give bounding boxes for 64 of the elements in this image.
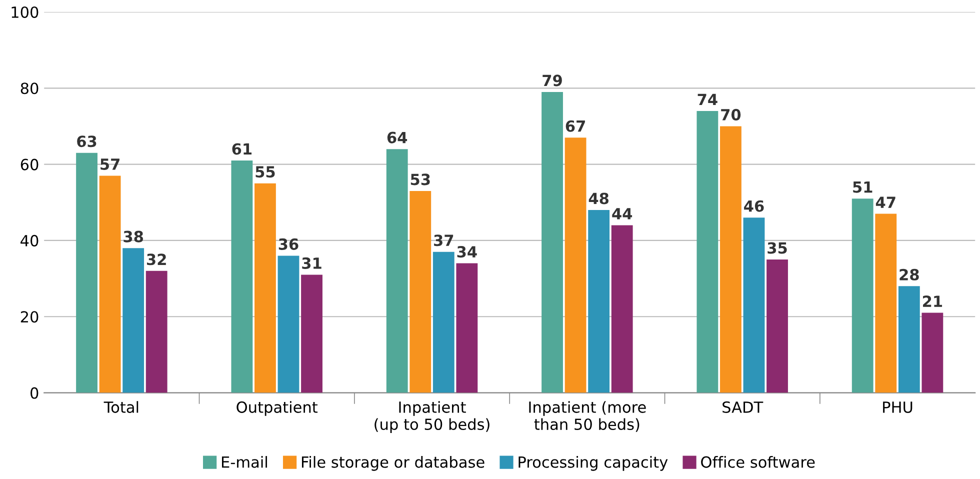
bar — [386, 149, 408, 393]
y-tick-label: 60 — [20, 158, 38, 170]
bar — [564, 138, 586, 393]
bar — [410, 190, 432, 393]
data-label: 32 — [146, 254, 166, 266]
data-label: 44 — [612, 208, 632, 220]
bar — [231, 160, 253, 393]
x-tick-label: SADT — [722, 401, 764, 413]
legend-label: Processing capacity — [518, 456, 668, 471]
x-tick-label: PHU — [883, 402, 912, 413]
data-label: 48 — [588, 192, 609, 204]
bar — [542, 92, 563, 393]
data-label: 57 — [100, 158, 120, 170]
data-label: 28 — [900, 268, 919, 280]
data-label: 34 — [457, 246, 477, 258]
y-tick-label: 20 — [20, 311, 38, 323]
bar — [278, 256, 300, 393]
bar — [720, 126, 742, 393]
bar — [76, 152, 98, 393]
data-label: 53 — [410, 174, 430, 186]
data-label: 67 — [566, 120, 585, 132]
data-label: 31 — [302, 257, 322, 269]
bar — [696, 110, 718, 393]
bar — [875, 214, 897, 393]
data-label: 70 — [721, 108, 741, 120]
bar — [852, 198, 874, 393]
data-label: 61 — [232, 143, 252, 155]
bar — [766, 260, 788, 393]
data-label: 47 — [876, 196, 896, 208]
y-tick-label: 80 — [20, 82, 38, 94]
x-tick-label: Total — [104, 401, 138, 413]
y-tick-label: 100 — [12, 6, 38, 18]
data-label: 38 — [124, 230, 144, 242]
data-label: 64 — [387, 132, 408, 144]
data-label: 63 — [77, 136, 96, 148]
bar — [122, 248, 144, 393]
bar — [301, 274, 322, 393]
data-label: 36 — [278, 238, 298, 250]
bar — [743, 218, 765, 393]
data-label: 37 — [434, 234, 454, 246]
bar — [898, 286, 920, 393]
legend-label: File storage or database — [302, 456, 484, 471]
data-label: 74 — [698, 94, 718, 106]
legend-label: Office software — [701, 456, 815, 468]
x-tick-label: Inpatient (more than 50 beds) — [529, 401, 646, 432]
bar — [254, 183, 276, 393]
data-label: 35 — [768, 242, 787, 254]
data-label: 79 — [542, 74, 562, 86]
bar — [611, 225, 633, 393]
bar — [432, 252, 454, 393]
data-label: 46 — [744, 200, 764, 212]
data-label: 21 — [923, 296, 942, 307]
bar — [922, 312, 944, 393]
bar — [456, 263, 478, 393]
bar — [146, 270, 168, 393]
y-tick-label: 40 — [20, 234, 38, 246]
legend-label: E-mail — [222, 456, 267, 468]
x-tick-label: Inpatient (up to 50 beds) — [374, 401, 490, 434]
y-tick-label: 0 — [30, 387, 38, 399]
x-tick-label: Outpatient — [236, 401, 318, 416]
data-label: 51 — [853, 181, 872, 193]
bar — [99, 176, 121, 393]
bar — [588, 210, 610, 393]
data-label: 55 — [256, 166, 275, 178]
